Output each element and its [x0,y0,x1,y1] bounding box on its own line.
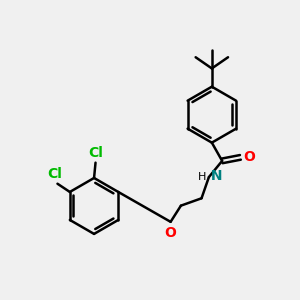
Text: Cl: Cl [88,146,103,160]
Text: Cl: Cl [48,167,62,182]
Text: H: H [198,172,206,182]
Text: O: O [164,226,176,240]
Text: N: N [206,169,222,184]
Text: O: O [243,150,255,164]
